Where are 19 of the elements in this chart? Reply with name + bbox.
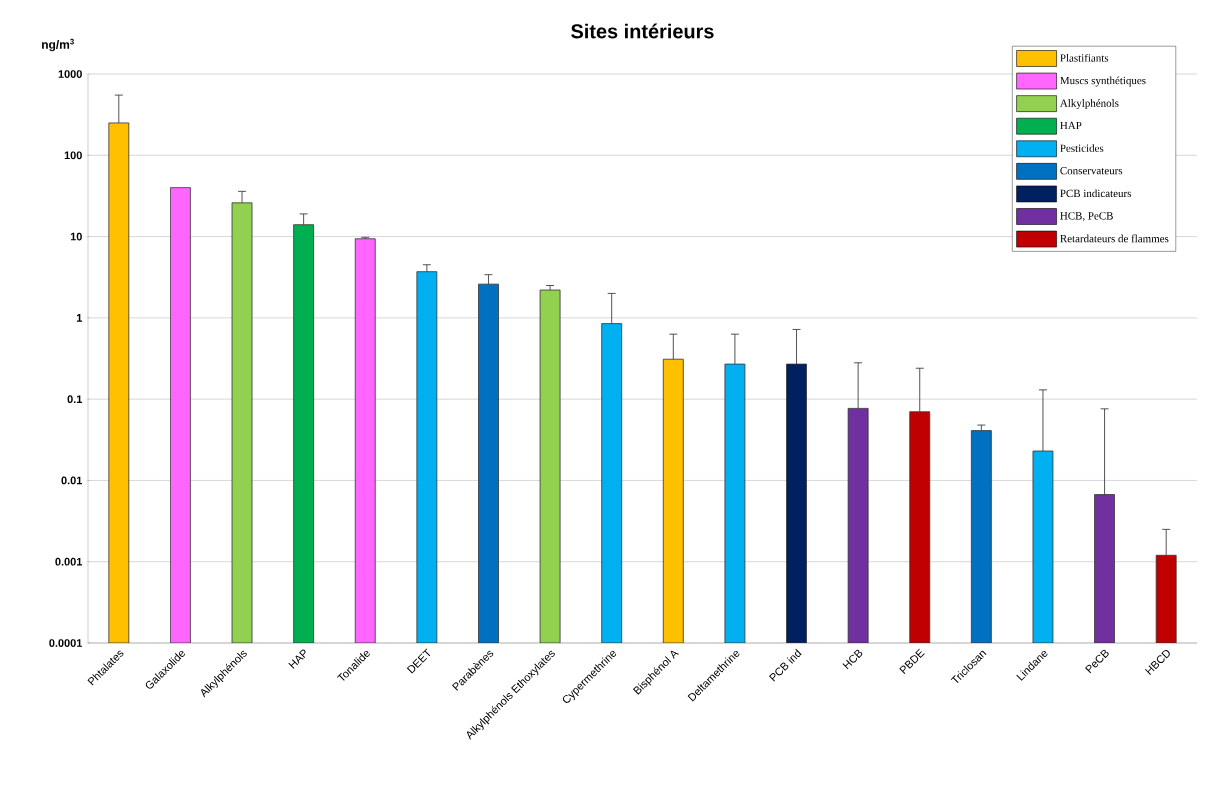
- chart-title: Sites intérieurs: [571, 23, 714, 39]
- y-tick-label: 0.1: [67, 395, 83, 404]
- legend-label: Retardateurs de flammes: [1060, 234, 1169, 243]
- legend-label: Muscs synthétiques: [1060, 76, 1146, 87]
- y-tick-label: 10: [70, 232, 82, 241]
- legend-label: Plastifiants: [1060, 53, 1109, 62]
- y-tick-label: 1000: [58, 70, 82, 78]
- y-tick-label: 1: [76, 314, 83, 322]
- legend-label: HCB, PeCB: [1060, 212, 1113, 222]
- y-tick-label: 0.001: [55, 557, 83, 566]
- legend-label: PCB indicateurs: [1060, 189, 1131, 198]
- legend-label: Conservateurs: [1060, 166, 1123, 175]
- legend-label: HAP: [1060, 121, 1082, 130]
- legend-label: Alkylphénols: [1059, 99, 1119, 110]
- y-tick-label: 0.0001: [49, 639, 83, 647]
- y-tick-label: 0.01: [61, 476, 83, 485]
- y-tick-label: 100: [64, 151, 82, 160]
- y-axis-title: ng/m$^{3}$: [42, 38, 74, 52]
- legend-label: Pesticides: [1060, 144, 1104, 152]
